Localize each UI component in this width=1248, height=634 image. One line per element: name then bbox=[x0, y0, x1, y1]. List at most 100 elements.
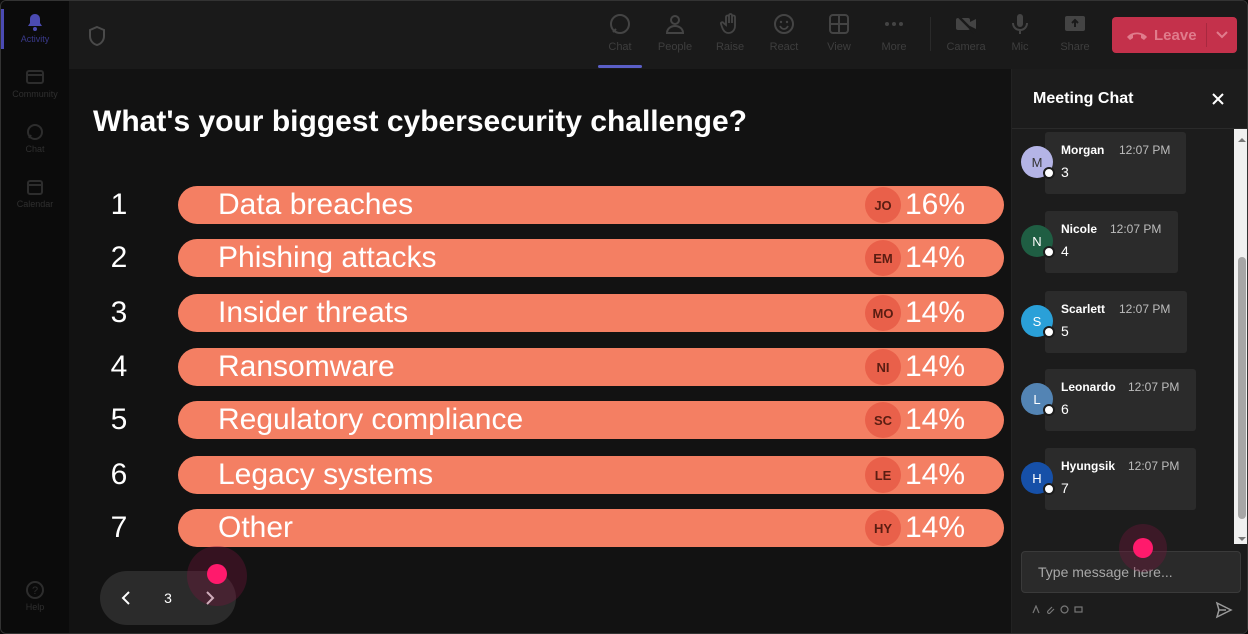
rail-item-label: Calendar bbox=[16, 199, 54, 209]
grid-icon bbox=[826, 11, 852, 37]
rail-item-calendar[interactable]: Calendar bbox=[1, 176, 69, 220]
message-text: 5 bbox=[1061, 323, 1069, 339]
toolbar-label: Chat bbox=[608, 41, 632, 53]
chat-header: Meeting Chat bbox=[1012, 69, 1247, 129]
option-percent: 14% bbox=[905, 296, 966, 329]
message-text: 3 bbox=[1061, 164, 1069, 180]
option-percent: 14% bbox=[905, 403, 966, 436]
option-label: Ransomware bbox=[218, 350, 395, 383]
toolbar-more-button[interactable]: More bbox=[869, 11, 919, 61]
voter-initials-badge: JO bbox=[865, 187, 901, 223]
scrollbar-thumb[interactable] bbox=[1238, 257, 1246, 519]
camera-off-icon bbox=[953, 11, 979, 37]
bell-icon bbox=[24, 11, 46, 33]
scroll-up-arrow-icon[interactable] bbox=[1237, 132, 1247, 142]
option-percent: 14% bbox=[905, 241, 966, 274]
rail-item-community[interactable]: Community bbox=[1, 66, 69, 110]
more-icon bbox=[881, 11, 907, 37]
poll-option-row: 6 Legacy systems LE 14% bbox=[69, 456, 1011, 494]
chat-message: Nicole 12:07 PM 4 N bbox=[1012, 211, 1234, 275]
option-number: 1 bbox=[110, 188, 128, 221]
option-number: 6 bbox=[110, 458, 128, 491]
leave-label: Leave bbox=[1154, 26, 1197, 44]
chevron-right-icon[interactable] bbox=[200, 588, 220, 608]
option-percent: 14% bbox=[905, 350, 966, 383]
toolbar-label: People bbox=[657, 41, 693, 53]
chat-message: Scarlett 12:07 PM 5 S bbox=[1012, 291, 1234, 355]
page-number: 3 bbox=[164, 590, 172, 606]
message-time: 12:07 PM bbox=[1119, 302, 1171, 316]
message-bubble: Nicole 12:07 PM 4 bbox=[1045, 211, 1178, 273]
help-icon: ? bbox=[24, 579, 46, 601]
chat-message-list[interactable]: Morgan 12:07 PM 3 M Nicole 12:07 PM 4 N … bbox=[1012, 129, 1247, 544]
poll-question: What's your biggest cybersecurity challe… bbox=[93, 105, 747, 138]
chevron-down-icon[interactable] bbox=[1213, 25, 1231, 43]
toolbar-mic-button[interactable]: Mic bbox=[995, 11, 1045, 61]
poll-option-row: 2 Phishing attacks EM 14% bbox=[69, 239, 1011, 277]
mic-icon bbox=[1007, 11, 1033, 37]
send-icon[interactable] bbox=[1214, 600, 1234, 620]
toolbar-chat-button[interactable]: Chat bbox=[595, 11, 645, 68]
voter-initials-badge: HY bbox=[865, 510, 901, 546]
poll-option-row: 5 Regulatory compliance SC 14% bbox=[69, 401, 1011, 439]
message-time: 12:07 PM bbox=[1110, 222, 1162, 236]
toolbar-view-button[interactable]: View bbox=[814, 11, 864, 61]
app-rail: Activity Community Chat Calendar ? Help bbox=[1, 1, 69, 633]
chat-message: Leonardo 12:07 PM 6 L bbox=[1012, 369, 1234, 433]
voter-initials-badge: MO bbox=[865, 295, 901, 331]
rail-item-chat[interactable]: Chat bbox=[1, 121, 69, 165]
leave-button[interactable]: Leave bbox=[1112, 17, 1237, 53]
message-text: 7 bbox=[1061, 480, 1069, 496]
option-number: 3 bbox=[110, 296, 128, 329]
attach-icon[interactable] bbox=[1045, 604, 1055, 614]
message-text: 6 bbox=[1061, 401, 1069, 417]
voter-initials-badge: LE bbox=[865, 457, 901, 493]
message-author: Hyungsik bbox=[1061, 459, 1116, 473]
toolbar-label: More bbox=[881, 41, 907, 53]
message-text: 4 bbox=[1061, 243, 1069, 259]
chat-message: Morgan 12:07 PM 3 M bbox=[1012, 132, 1234, 196]
gif-icon[interactable] bbox=[1073, 604, 1083, 614]
message-time: 12:07 PM bbox=[1128, 459, 1180, 473]
meeting-toolbar: Chat People Raise React View bbox=[69, 1, 1247, 69]
message-bubble: Hyungsik 12:07 PM 7 bbox=[1045, 448, 1196, 510]
option-number: 7 bbox=[110, 511, 128, 544]
option-number: 2 bbox=[110, 241, 128, 274]
shield-icon[interactable] bbox=[87, 25, 107, 47]
toolbar-camera-button[interactable]: Camera bbox=[941, 11, 991, 61]
poll-option-row: 4 Ransomware NI 14% bbox=[69, 348, 1011, 386]
scroll-down-arrow-icon[interactable] bbox=[1237, 531, 1247, 541]
rail-item-help[interactable]: ? Help bbox=[1, 579, 69, 623]
leave-divider bbox=[1206, 23, 1207, 47]
toolbar-label: Camera bbox=[946, 41, 986, 53]
toolbar-raise-button[interactable]: Raise bbox=[705, 11, 755, 61]
rail-item-label: Help bbox=[25, 602, 45, 612]
rail-item-label: Activity bbox=[20, 34, 50, 44]
toolbar-people-button[interactable]: People bbox=[650, 11, 700, 61]
close-icon[interactable] bbox=[1209, 90, 1227, 108]
poll-stage: What's your biggest cybersecurity challe… bbox=[69, 69, 1011, 633]
chat-scrollbar[interactable] bbox=[1234, 129, 1247, 544]
presence-status-icon bbox=[1043, 246, 1055, 258]
message-time: 12:07 PM bbox=[1128, 380, 1180, 394]
poll-option-row: 3 Insider threats MO 14% bbox=[69, 294, 1011, 332]
format-icon[interactable] bbox=[1031, 604, 1041, 614]
rail-item-label: Community bbox=[12, 89, 58, 99]
emoji-icon[interactable] bbox=[1059, 604, 1069, 614]
people-icon bbox=[662, 11, 688, 37]
rail-item-activity[interactable]: Activity bbox=[1, 11, 69, 55]
poll-option-row: 1 Data breaches JO 16% bbox=[69, 186, 1011, 224]
chat-title: Meeting Chat bbox=[1033, 90, 1134, 107]
chat-icon bbox=[24, 121, 46, 143]
option-percent: 16% bbox=[905, 188, 966, 221]
chevron-left-icon[interactable] bbox=[116, 588, 136, 608]
chat-message: Hyungsik 12:07 PM 7 H bbox=[1012, 448, 1234, 512]
message-author: Nicole bbox=[1061, 222, 1098, 236]
chat-message-input[interactable] bbox=[1021, 551, 1241, 593]
toolbar-react-button[interactable]: React bbox=[759, 11, 809, 61]
voter-initials-badge: EM bbox=[865, 240, 901, 276]
option-label: Regulatory compliance bbox=[218, 403, 524, 436]
message-field[interactable] bbox=[1022, 552, 1240, 592]
toolbar-share-button[interactable]: Share bbox=[1050, 11, 1100, 61]
